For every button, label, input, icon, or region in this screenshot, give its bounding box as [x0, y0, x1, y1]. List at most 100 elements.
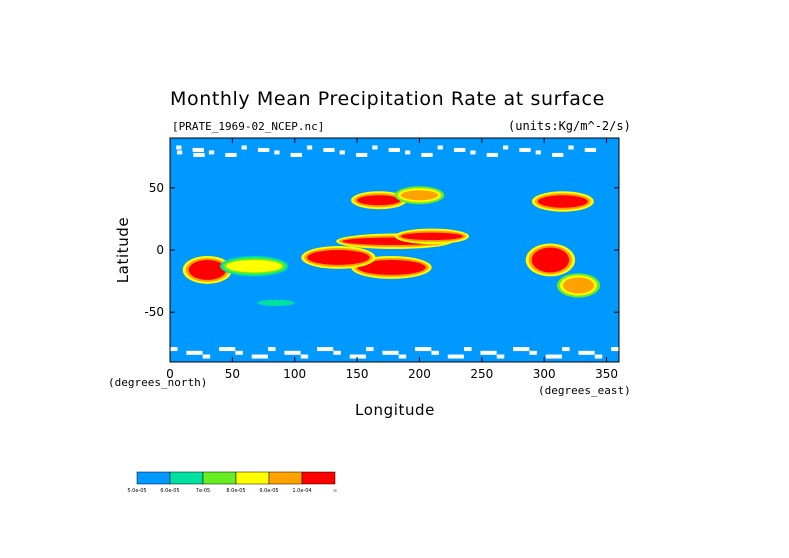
missing-north-2: [208, 150, 215, 155]
region-amazon: [531, 247, 570, 273]
missing-south-25: [578, 350, 595, 355]
missing-north-9: [323, 147, 335, 152]
missing-south-18: [464, 347, 472, 352]
x-tick-label-100: 100: [283, 367, 306, 381]
missing-north-19: [486, 152, 499, 157]
x-tick-label-150: 150: [346, 367, 369, 381]
missing-north-7: [290, 152, 302, 157]
colorbar-swatch-2: [202, 471, 237, 485]
colorbar-label-2: 7e-05: [196, 488, 210, 494]
missing-north-11: [355, 152, 368, 157]
missing-south-14: [398, 354, 407, 359]
colorbar-swatch-1: [169, 471, 204, 485]
missing-south-16: [431, 350, 439, 355]
colorbar-label-4: 9.0e-05: [259, 488, 278, 494]
colorbar-swatch-0: [136, 471, 171, 485]
missing-north-21: [519, 147, 531, 152]
colorbar-swatch-5: [301, 471, 336, 485]
missing-south-23: [545, 354, 563, 359]
region-s-atlantic-convergence: [562, 277, 595, 294]
colorbar-label-1: 6.0e-05: [160, 488, 179, 494]
region-spcz: [357, 259, 426, 275]
missing-south-8: [300, 354, 309, 359]
missing-north-8: [306, 145, 313, 150]
region-pacific-itcz-core: [400, 232, 464, 241]
y-tick-label--50: -50: [144, 305, 164, 319]
y-tick-label-0: 0: [156, 243, 164, 257]
missing-north-13: [388, 147, 400, 152]
map-field: [170, 138, 628, 362]
axes: 0 50 100 150 200 250 300 350 50 0 -50: [144, 138, 619, 381]
missing-north-25: [584, 147, 597, 152]
missing-south-20: [496, 354, 505, 359]
region-maritime-continent: [307, 250, 370, 265]
missing-north-4: [241, 145, 247, 150]
colorbar-label-6: ∞: [333, 488, 337, 494]
missing-south-4: [235, 350, 243, 355]
y-tick-label-50: 50: [149, 181, 164, 195]
x-tick-label-250: 250: [470, 367, 493, 381]
missing-north-22: [535, 150, 541, 155]
colorbar-label-3: 8.0e-05: [226, 488, 245, 494]
missing-south-0: [170, 347, 178, 352]
missing-south-7: [284, 350, 301, 355]
missing-north-5: [257, 147, 270, 152]
x-tick-label-200: 200: [408, 367, 431, 381]
missing-north-6: [274, 150, 280, 155]
x-tick-label-350: 350: [595, 367, 618, 381]
y-unit-note: (degrees_east): [538, 384, 631, 397]
missing-south-10: [333, 350, 341, 355]
missing-north-26: [176, 150, 183, 155]
chart-subtitle-file: [PRATE_1969-02_NCEP.nc]: [172, 120, 325, 133]
missing-south-22: [529, 350, 537, 355]
missing-north-18: [470, 150, 476, 155]
x-tick-label-50: 50: [225, 367, 240, 381]
missing-north-16: [437, 145, 443, 150]
missing-north-20: [503, 145, 509, 150]
region-n-atlantic-storm-track: [537, 195, 588, 208]
missing-south-26: [594, 354, 603, 359]
missing-south-3: [219, 347, 236, 352]
missing-south-15: [415, 347, 432, 352]
missing-south-19: [480, 350, 497, 355]
x-axis-label: Longitude: [355, 401, 436, 419]
chart-title: Monthly Mean Precipitation Rate at surfa…: [170, 88, 605, 110]
missing-north-15: [421, 152, 433, 157]
x-tick-label-0: 0: [166, 367, 174, 381]
colorbar-swatch-4: [268, 471, 303, 485]
missing-south-13: [382, 350, 399, 355]
region-southern-africa: [188, 259, 227, 280]
missing-south-21: [513, 347, 530, 352]
missing-north-23: [552, 152, 564, 157]
x-tick-label-300: 300: [533, 367, 556, 381]
missing-north-17: [453, 147, 466, 152]
missing-north-12: [372, 145, 378, 150]
chart-subtitle-units: (units:Kg/m^-2/s): [508, 119, 631, 133]
colorbar-label-0: 5.0e-05: [127, 488, 146, 494]
missing-south-6: [268, 347, 276, 352]
missing-north-14: [404, 150, 411, 155]
missing-south-24: [562, 347, 570, 352]
region-n-pacific-storm-track-east: [400, 190, 439, 201]
colorbar-swatch-3: [235, 471, 270, 485]
colorbar-label-5: 1.0e-04: [292, 488, 311, 494]
missing-north-3: [225, 152, 237, 157]
missing-south-9: [317, 347, 334, 352]
region-n-pacific-storm-track-west: [357, 195, 401, 206]
missing-south-17: [447, 354, 464, 359]
missing-south-11: [349, 354, 366, 359]
missing-north-24: [568, 145, 574, 150]
missing-south-1: [186, 350, 203, 355]
missing-south-2: [202, 354, 211, 359]
x-unit-note: (degrees_north): [108, 376, 208, 389]
missing-south-5: [251, 354, 268, 359]
missing-north-10: [339, 150, 345, 155]
region-indian-ocean-sw: [226, 259, 283, 273]
missing-north-1: [192, 147, 204, 152]
colorbar: 5.0e-05 6.0e-05 7e-05 8.0e-05 9.0e-05 1.0e-04…: [127, 471, 337, 494]
missing-north-27: [193, 152, 205, 157]
missing-north-0: [176, 145, 182, 150]
region-indian-ocean-south: [257, 299, 295, 306]
missing-south-12: [366, 347, 374, 352]
